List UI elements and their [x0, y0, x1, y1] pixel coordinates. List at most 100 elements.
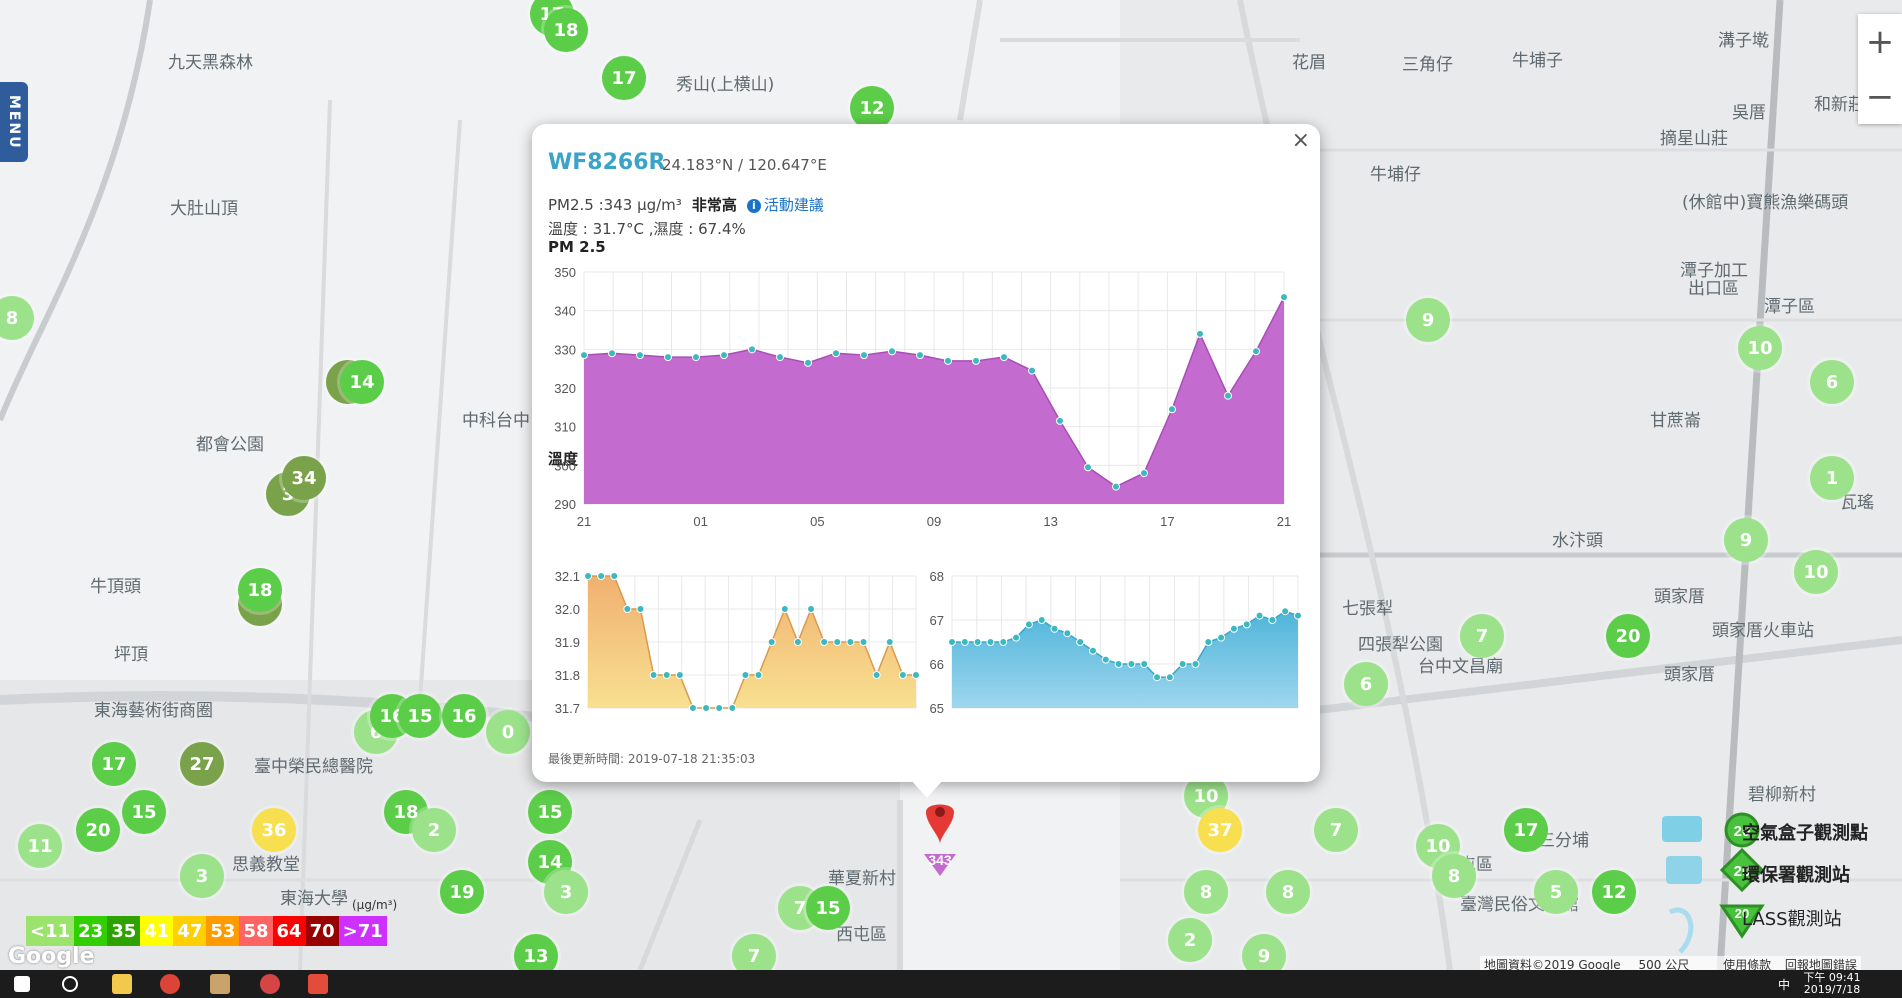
app-icon-3[interactable] — [308, 974, 328, 994]
sensor-marker[interactable]: 6 — [1810, 360, 1854, 404]
sensor-marker[interactable]: 15 — [806, 886, 850, 930]
data-point — [610, 572, 619, 580]
close-popup-button[interactable]: × — [1291, 128, 1310, 153]
data-point — [608, 349, 616, 358]
data-point — [999, 638, 1008, 646]
sensor-marker[interactable]: 3 — [180, 854, 224, 898]
pm-reading: PM2.5 :343 μg/m³ 非常高 i 活動建議 — [548, 194, 824, 215]
sensor-marker[interactable]: 11 — [18, 824, 62, 868]
sensor-marker[interactable]: 3 — [544, 870, 588, 914]
sensor-marker[interactable]: 9 — [1406, 298, 1450, 342]
sensor-marker[interactable]: 12 — [850, 86, 894, 130]
data-point — [584, 572, 592, 580]
place-label: 瓦瑤 — [1840, 493, 1874, 513]
sensor-marker[interactable]: 9 — [1242, 934, 1286, 970]
data-point — [1028, 366, 1036, 375]
x-tick-label: 09 — [927, 514, 941, 529]
activity-advice-link[interactable]: 活動建議 — [763, 196, 824, 214]
place-label: 牛埔仔 — [1370, 165, 1421, 185]
data-point — [754, 671, 763, 679]
lass-wave-icon — [1668, 907, 1694, 954]
sensor-marker[interactable]: 7 — [1314, 808, 1358, 852]
sensor-marker[interactable]: 15 — [528, 790, 572, 834]
place-label: 牛頂頭 — [90, 577, 141, 597]
chrome-icon[interactable] — [160, 974, 180, 994]
start-button-icon[interactable] — [14, 976, 30, 992]
google-logo: Google — [8, 944, 95, 969]
place-label: 潭子加工 — [1680, 261, 1748, 281]
menu-tab[interactable]: MENU — [0, 82, 28, 162]
sensor-marker[interactable]: 1 — [1810, 456, 1854, 500]
legend-bin: 70 — [305, 916, 339, 946]
sensor-marker[interactable]: 6 — [1344, 662, 1388, 706]
sensor-marker[interactable]: 5 — [1534, 870, 1578, 914]
taskbar-clock[interactable]: 下午 09:41 2019/7/18 — [1802, 972, 1862, 996]
sensor-marker[interactable]: 2 — [412, 808, 456, 852]
sensor-marker[interactable]: 7 — [1460, 614, 1504, 658]
place-label: 出口區 — [1688, 279, 1739, 299]
x-tick-label: 01 — [693, 514, 707, 529]
sensor-marker[interactable]: 8 — [0, 296, 34, 340]
report-error-link[interactable]: 回報地圖錯誤 — [1784, 958, 1857, 972]
legend-bin: 47 — [173, 916, 207, 946]
sensor-marker[interactable]: 34 — [282, 456, 326, 500]
data-point — [776, 353, 784, 362]
y-tick-label: 330 — [554, 342, 576, 357]
app-icon-2[interactable] — [260, 974, 280, 994]
info-icon[interactable]: i — [746, 199, 761, 213]
sensor-marker[interactable]: 17 — [92, 742, 136, 786]
sensor-marker[interactable]: 8 — [1184, 870, 1228, 914]
sensor-marker[interactable]: 10 — [1794, 550, 1838, 594]
y-tick-label: 65 — [930, 701, 944, 716]
sensor-marker[interactable]: 7 — [732, 934, 776, 970]
sensor-marker[interactable]: 16 — [442, 694, 486, 738]
zoom-out-button[interactable]: − — [1865, 76, 1895, 117]
data-point — [973, 638, 982, 646]
app-icon[interactable] — [210, 974, 230, 994]
sensor-marker[interactable]: 18 — [544, 8, 588, 52]
data-point — [767, 638, 776, 646]
sensor-marker[interactable]: 8 — [1266, 870, 1310, 914]
sensor-marker[interactable]: 14 — [340, 360, 384, 404]
sensor-marker[interactable]: 2 — [1168, 918, 1212, 962]
zoom-in-button[interactable]: + — [1865, 21, 1895, 62]
last-updated: 最後更新時間: 2019-07-18 21:35:03 — [548, 752, 756, 766]
ime-indicator[interactable]: 中 — [1778, 978, 1791, 992]
x-tick-label: 13 — [1043, 514, 1057, 529]
sensor-marker[interactable]: 12 — [1592, 870, 1636, 914]
sensor-marker[interactable]: 27 — [180, 742, 224, 786]
sensor-marker[interactable]: 17 — [1504, 808, 1548, 852]
selected-station-pin[interactable]: 343 — [910, 798, 970, 878]
sensor-marker[interactable]: 20 — [1606, 614, 1650, 658]
sensor-marker[interactable]: 20 — [76, 808, 120, 852]
sensor-marker[interactable]: 15 — [122, 790, 166, 834]
file-explorer-icon[interactable] — [112, 974, 132, 994]
sensor-marker[interactable]: 9 — [1724, 518, 1768, 562]
sensor-marker[interactable]: 0 — [486, 710, 530, 754]
sensor-marker[interactable]: 17 — [602, 56, 646, 100]
data-point — [1255, 611, 1264, 620]
temp-chart-title: 溫度 — [548, 450, 579, 468]
search-icon[interactable] — [62, 976, 78, 992]
data-point — [692, 353, 700, 362]
place-label: 九天黑森林 — [168, 53, 253, 73]
sensor-marker[interactable]: 37 — [1198, 808, 1242, 852]
y-tick-label: 300 — [554, 458, 576, 473]
place-label: 頭家厝 — [1664, 665, 1715, 685]
place-label: 東海大學 — [280, 889, 348, 909]
data-point — [1268, 616, 1277, 624]
place-label: 水汴頭 — [1552, 531, 1603, 551]
sensor-marker[interactable]: 8 — [1432, 854, 1476, 898]
y-tick-label: 32.1 — [555, 569, 580, 584]
sensor-marker[interactable]: 15 — [398, 694, 442, 738]
x-tick-label: 17 — [1160, 514, 1174, 529]
sensor-marker[interactable]: 10 — [1738, 326, 1782, 370]
y-tick-label: 66 — [930, 657, 944, 672]
sensor-marker[interactable]: 36 — [252, 808, 296, 852]
terms-link[interactable]: 使用條款 — [1723, 958, 1772, 972]
sensor-marker[interactable]: 18 — [238, 568, 282, 612]
sensor-marker[interactable]: 19 — [440, 870, 484, 914]
sensor-marker[interactable]: 13 — [514, 934, 558, 970]
data-point — [1114, 660, 1123, 668]
legend-bin: 23 — [74, 916, 108, 946]
